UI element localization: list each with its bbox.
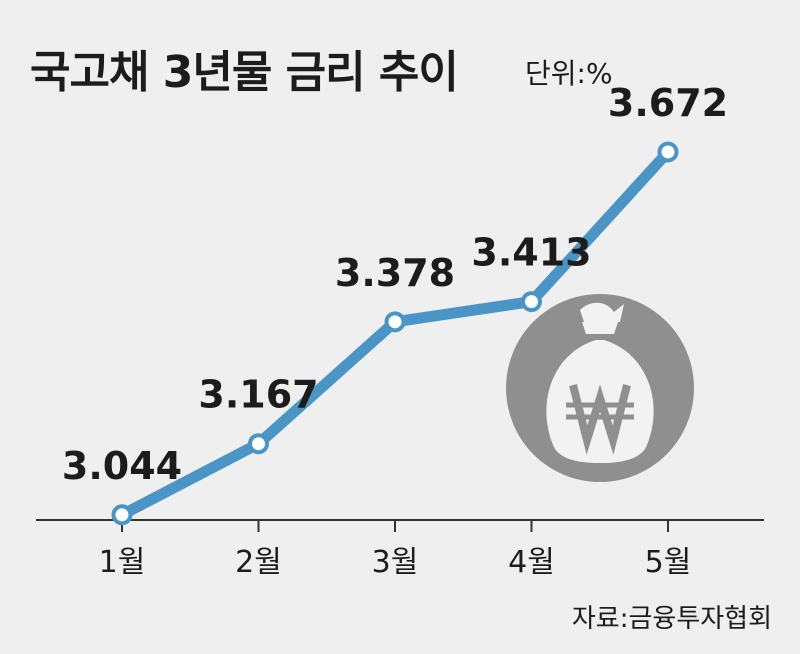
source-label: 자료:금융투자협회 [571, 604, 772, 634]
x-tick-label: 4월 [508, 545, 555, 580]
data-point [111, 504, 133, 526]
x-tick-label: 5월 [645, 545, 692, 580]
bag-top [580, 302, 624, 322]
data-label: 3.378 [335, 251, 455, 295]
data-point [657, 141, 679, 163]
won-sign-w [569, 384, 631, 455]
x-tick-label: 1월 [99, 545, 146, 580]
data-point [248, 433, 269, 455]
unit-label: 단위:% [525, 57, 613, 90]
money-bag-won-icon [506, 294, 694, 482]
chart-title: 국고채 3년물 금리 추이 [30, 47, 459, 98]
bag-tie [584, 334, 616, 340]
data-label: 3.672 [608, 81, 728, 125]
won-sign [566, 384, 634, 455]
data-label: 3.167 [198, 373, 318, 417]
data-point [521, 291, 542, 313]
data-label: 3.413 [471, 231, 591, 275]
x-tick-label: 3월 [372, 545, 419, 580]
data-label: 3.044 [62, 444, 182, 488]
data-point [384, 311, 406, 333]
x-tick-label: 2월 [235, 545, 282, 580]
